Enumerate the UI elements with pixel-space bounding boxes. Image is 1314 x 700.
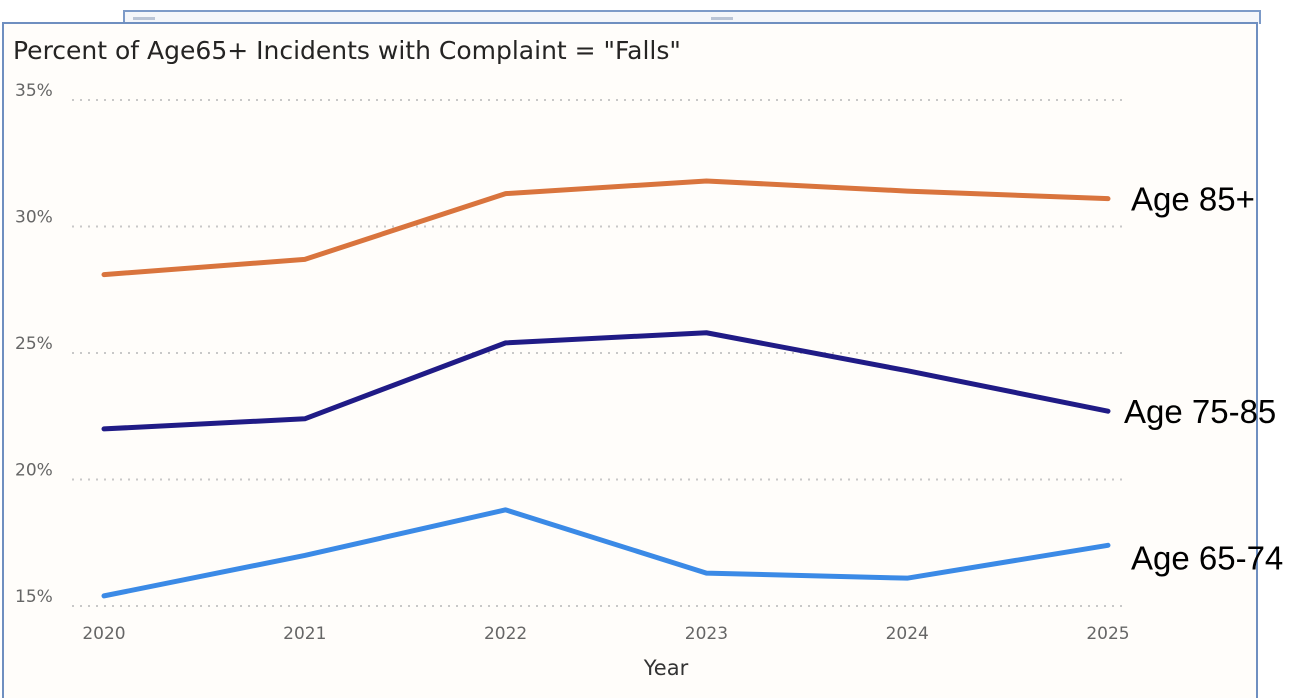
x-tick-label: 2020 [82,624,125,644]
x-tick-label: 2021 [283,624,326,644]
series-line [101,330,1111,432]
y-tick-label: 30% [15,208,53,228]
x-tick-label: 2024 [886,624,929,644]
y-tick-label: 25% [15,334,53,354]
series-label: Age 65-74 [1131,539,1283,576]
chart-visual-frame [2,22,1258,698]
series-line [101,178,1111,278]
x-tick-label: 2023 [685,624,728,644]
series-label: Age 85+ [1131,181,1255,218]
chart-title: Percent of Age65+ Incidents with Complai… [13,36,681,65]
frame-tab-mark [711,17,733,20]
x-axis-title: Year [643,656,689,680]
y-tick-label: 20% [15,461,53,481]
x-tick-label: 2025 [1086,624,1129,644]
series-line [101,507,1111,599]
series-label: Age 75-85 [1124,393,1276,430]
y-tick-label: 35% [15,81,53,101]
background-window-frame [123,10,1261,24]
frame-tab-mark [133,17,155,20]
x-tick-label: 2022 [484,624,527,644]
y-tick-label: 15% [15,587,53,607]
